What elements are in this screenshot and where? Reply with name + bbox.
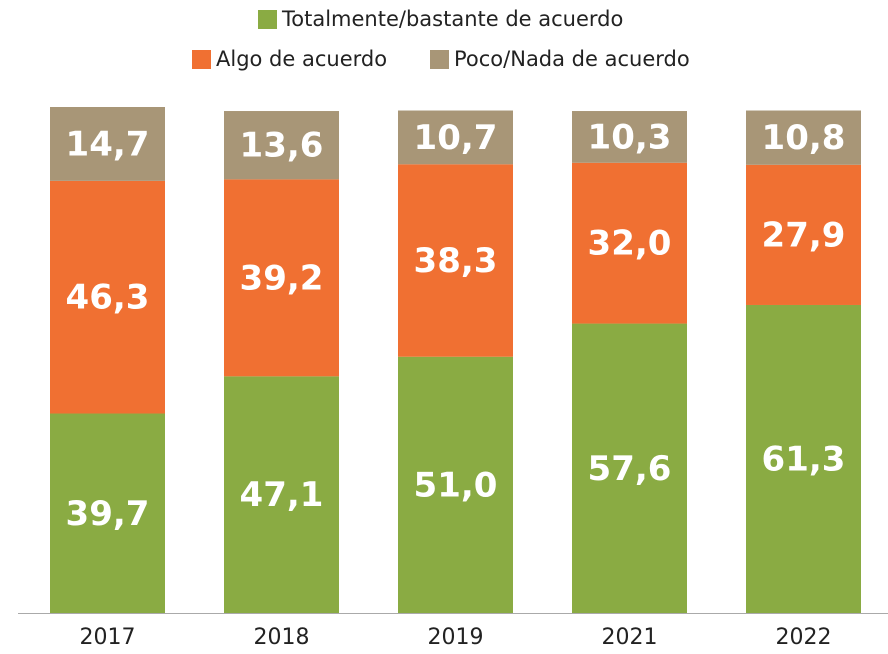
value-label: 27,9 [762, 215, 846, 255]
bar-segment [572, 323, 687, 613]
bar-segment [398, 164, 513, 357]
bar-segment [50, 413, 165, 613]
x-tick-label: 2022 [776, 625, 832, 650]
bar-segment [746, 164, 861, 305]
value-label: 61,3 [762, 439, 846, 479]
value-label: 47,1 [240, 475, 324, 515]
bar-segment [224, 111, 339, 180]
bar-segment [572, 111, 687, 163]
legend-swatch [192, 50, 211, 69]
value-label: 51,0 [414, 465, 498, 505]
bar-segment [746, 110, 861, 165]
bar-segment [398, 110, 513, 165]
legend-label: Totalmente/bastante de acuerdo [281, 7, 623, 31]
legend-label: Algo de acuerdo [216, 47, 387, 71]
bar-segment [50, 107, 165, 181]
value-label: 10,8 [762, 118, 846, 158]
legend-label: Poco/Nada de acuerdo [454, 47, 690, 71]
x-tick-label: 2021 [602, 625, 658, 650]
bar-segment [398, 356, 513, 613]
value-label: 39,2 [240, 258, 324, 298]
value-label: 32,0 [588, 224, 672, 264]
x-tick-label: 2018 [254, 625, 310, 650]
bar-segment [746, 304, 861, 613]
legend-swatch [258, 10, 277, 29]
legend-swatch [430, 50, 449, 69]
value-label: 38,3 [414, 241, 498, 281]
value-label: 57,6 [588, 449, 672, 489]
bar-segment [50, 180, 165, 414]
bar-segment [224, 376, 339, 613]
x-tick-label: 2017 [80, 625, 136, 650]
value-label: 14,7 [66, 124, 150, 164]
value-label: 10,7 [414, 118, 498, 158]
value-label: 46,3 [66, 278, 150, 318]
bar-segment [224, 179, 339, 377]
value-label: 10,3 [588, 117, 672, 157]
bar-segment [572, 162, 687, 324]
value-label: 13,6 [240, 126, 324, 166]
x-tick-label: 2019 [428, 625, 484, 650]
value-label: 39,7 [66, 494, 150, 534]
